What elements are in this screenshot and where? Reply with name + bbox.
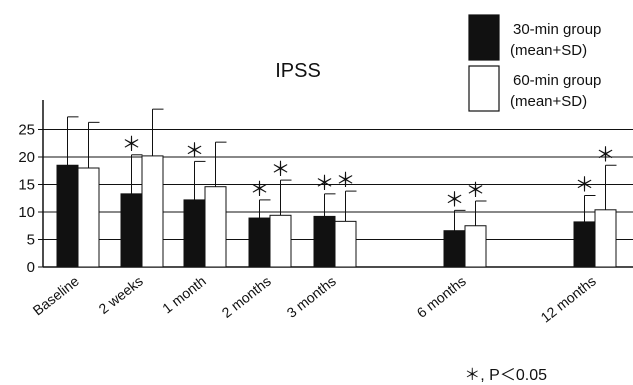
significance-star: ＊ [596, 142, 616, 166]
bar-60min-1 [141, 155, 164, 268]
x-tick-label: 12 months [537, 273, 598, 326]
significance-star: ＊ [122, 132, 142, 156]
bar-60min-3 [269, 214, 292, 268]
x-tick-label: 2 months [219, 273, 274, 321]
bar-30min-6 [573, 221, 596, 268]
x-tick-label: 2 weeks [96, 273, 146, 317]
y-tick-label: 0 [27, 259, 35, 276]
bar-30min-5 [443, 230, 466, 268]
x-tick-label: Baseline [30, 273, 82, 319]
bar-60min-6 [594, 209, 617, 268]
y-tick-label: 5 [27, 232, 35, 249]
significance-star: ＊ [466, 178, 486, 202]
significance-star: ＊ [336, 168, 356, 192]
x-tick-label: 6 months [414, 273, 469, 321]
significance-star: ＊ [575, 173, 595, 197]
bars [56, 108, 617, 268]
x-tick-label: 1 month [159, 273, 209, 317]
y-tick-label: 25 [18, 122, 35, 139]
significance-star: ＊ [250, 177, 270, 201]
significance-star: ＊ [271, 157, 291, 181]
significance-star: ＊ [185, 138, 205, 162]
bar-60min-2 [204, 186, 227, 268]
significance-star: ＊ [445, 187, 465, 211]
legend-swatch-60min [468, 65, 500, 112]
bar-30min-2 [183, 199, 206, 268]
legend-label: 60-min group [513, 72, 601, 89]
x-tick-label: 3 months [284, 273, 339, 321]
chart-title: IPSS [275, 60, 321, 82]
bar-60min-0 [77, 167, 100, 268]
y-tick-label: 15 [18, 177, 35, 194]
bar-60min-5 [464, 225, 487, 268]
significance-star: ＊ [315, 171, 335, 195]
significance-note: ＊, P＜0.05 [464, 367, 547, 384]
y-tick-label: 20 [18, 149, 35, 166]
legend: 30-min group (mean+SD) 60-min group (mean+S… [468, 14, 601, 112]
y-tick-label: 10 [18, 204, 35, 221]
legend-label: 30-min group [513, 21, 601, 38]
bar-30min-3 [248, 217, 271, 268]
bar-60min-4 [334, 220, 357, 268]
legend-sublabel: (mean+SD) [510, 42, 587, 59]
legend-sublabel: (mean+SD) [510, 93, 587, 110]
bar-30min-0 [56, 164, 79, 268]
bar-30min-4 [313, 215, 336, 268]
bar-30min-1 [120, 193, 143, 268]
legend-swatch-30min [468, 14, 500, 61]
